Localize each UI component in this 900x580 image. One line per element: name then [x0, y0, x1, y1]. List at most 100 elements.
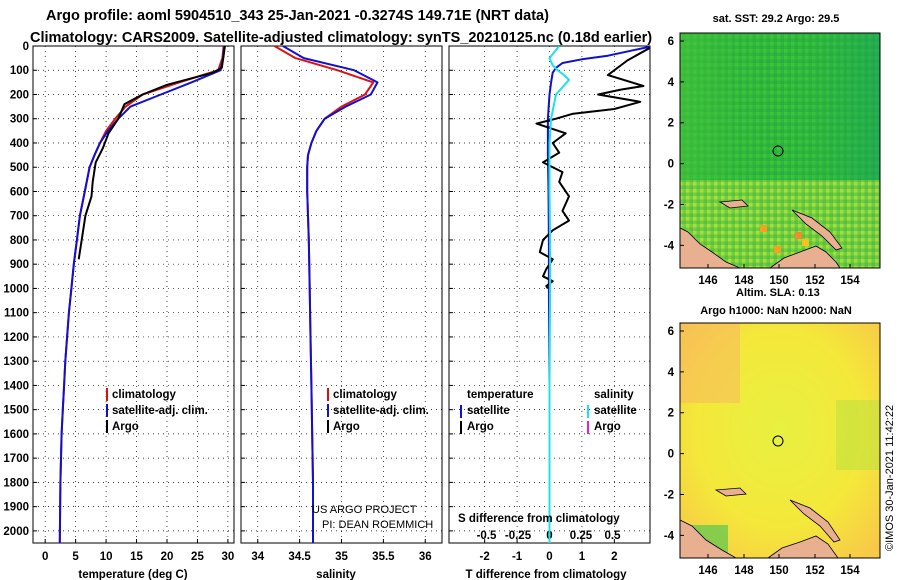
legend-s-satellite: satellite: [594, 405, 637, 417]
depth-tick-label: 1000: [3, 283, 29, 295]
x-tick-label: 5: [72, 551, 79, 563]
map-lon-tick-label: 154: [840, 275, 860, 287]
depth-tick-label: 900: [10, 259, 29, 271]
salinity-panel-frame: [240, 45, 443, 544]
legend-satellite: satellite-adj. clim.: [112, 405, 208, 417]
depth-tick-label: 1300: [3, 356, 29, 368]
s-diff-tick-label: -0.25: [505, 530, 532, 542]
map-top-frame: [679, 32, 881, 269]
map-top-landmass-east: [768, 245, 841, 269]
map-bottom-ticks: 146 148 150 152 154 6 4 2 0 -2 -4: [664, 326, 860, 577]
legend-swatch-climatology: [327, 388, 329, 401]
map-top-footer: Altim. SLA: 0.13: [736, 287, 820, 299]
map-lat-tick-label: -4: [664, 530, 675, 542]
legend-temperature-heading: temperature: [467, 389, 533, 401]
depth-tick-label: 500: [10, 162, 29, 174]
map-top-hot-pixel: [795, 232, 802, 239]
title-line-2: Climatology: CARS2009. Satellite-adjuste…: [30, 30, 652, 46]
map-lon-tick-label: 146: [698, 565, 717, 577]
legend-t-satellite: satellite: [467, 405, 510, 417]
map-top-title: sat. SST: 29.2 Argo: 29.5: [713, 13, 840, 25]
legend-climatology: climatology: [333, 389, 398, 401]
difference-legend: temperature salinity satellite Argo sate…: [460, 389, 637, 434]
temperature-satellite-line: [546, 46, 650, 543]
map-top: [679, 32, 881, 269]
x-tick-label: 1: [579, 551, 586, 563]
s-diff-tick-label: 0.5: [605, 530, 622, 542]
map-lon-tick-label: 152: [805, 275, 824, 287]
s-difference-label: S difference from climatology: [458, 513, 620, 525]
map-lat-tick-label: -2: [664, 199, 674, 211]
map-lat-tick-label: 6: [668, 326, 674, 338]
depth-tick-label: 1400: [3, 380, 29, 392]
depth-tick-label: 1100: [4, 308, 29, 320]
climatology-line: [58, 46, 225, 543]
map-top-hot-pixel: [802, 239, 809, 246]
satellite-adj-clim--line: [282, 46, 379, 543]
map-bottom-argo-position: [772, 435, 784, 447]
x-tick-label: 0: [42, 551, 48, 563]
salinity-legend: climatology satellite-adj. clim. Argo: [327, 388, 429, 433]
depth-tick-label: 1800: [3, 477, 29, 489]
tick-label-layer: 0100200300400500600700800900100011001200…: [3, 41, 621, 563]
legend-s-argo: Argo: [594, 421, 621, 433]
title-line-1: Argo profile: aoml 5904510_343 25-Jan-20…: [46, 8, 549, 24]
legend-swatch-argo: [327, 420, 329, 433]
depth-tick-label: 600: [10, 186, 29, 198]
legend-climatology: climatology: [112, 389, 177, 401]
salinity-series-group: [273, 46, 379, 543]
legend-argo: Argo: [112, 421, 139, 433]
legend-swatch-satellite: [327, 404, 329, 417]
legend-swatch-satellite: [106, 404, 108, 417]
map-top-new-britain: [791, 209, 843, 251]
x-tick-label: 30: [222, 551, 235, 563]
map-bottom-green-patch: [836, 400, 880, 470]
depth-tick-label: 700: [10, 211, 29, 223]
x-tick-label: -2: [480, 551, 490, 563]
legend-argo: Argo: [333, 421, 360, 433]
map-lon-tick-label: 148: [734, 275, 754, 287]
map-lat-tick-label: 2: [668, 408, 674, 420]
depth-tick-label: 2000: [3, 526, 29, 538]
map-top-argo-position: [772, 145, 784, 157]
map-lat-tick-label: 0: [668, 159, 674, 171]
map-lon-tick-label: 154: [840, 565, 860, 577]
map-bottom-title: Argo h1000: NaN h2000: NaN: [700, 305, 852, 317]
depth-tick-label: 800: [10, 235, 29, 247]
map-lat-tick-label: -4: [664, 240, 675, 252]
depth-tick-label: 100: [10, 65, 29, 77]
satellite-adj-clim--line: [58, 46, 226, 543]
x-tick-label: 35.5: [372, 551, 395, 563]
map-lon-tick-label: 150: [769, 275, 788, 287]
salinity-satellite-line: [548, 46, 570, 543]
x-tick-label: 34.5: [288, 551, 311, 563]
legend-swatch-s-satellite: [587, 405, 589, 418]
depth-tick-label: 200: [10, 89, 29, 101]
depth-tick-label: 1500: [3, 405, 29, 417]
temperature-axis-label: temperature (deg C): [78, 569, 187, 580]
grid-layer: [33, 45, 650, 543]
map-lon-tick-label: 146: [698, 275, 717, 287]
x-tick-label: 35: [335, 551, 348, 563]
map-lat-tick-label: -2: [664, 489, 674, 501]
x-tick-label: 10: [100, 551, 113, 563]
map-bottom: [679, 322, 881, 559]
map-lat-tick-label: 2: [668, 118, 674, 130]
map-top-island: [718, 199, 749, 209]
legend-swatch-s-argo: [587, 421, 589, 434]
map-lat-tick-label: 6: [668, 36, 674, 48]
x-tick-label: 0: [546, 551, 552, 563]
s-diff-tick-label: -0.5: [477, 530, 497, 542]
map-lat-tick-label: 0: [668, 449, 674, 461]
depth-tick-label: 1200: [3, 332, 29, 344]
map-bottom-orange-patch: [680, 323, 740, 403]
map-bottom-island: [714, 487, 747, 497]
x-tick-label: -1: [512, 551, 523, 563]
legend-swatch-t-satellite: [460, 405, 462, 418]
map-top-hot-pixel: [774, 246, 781, 253]
map-lat-tick-label: 4: [668, 367, 675, 379]
depth-tick-label: 1900: [3, 502, 29, 514]
legend-t-argo: Argo: [467, 421, 494, 433]
